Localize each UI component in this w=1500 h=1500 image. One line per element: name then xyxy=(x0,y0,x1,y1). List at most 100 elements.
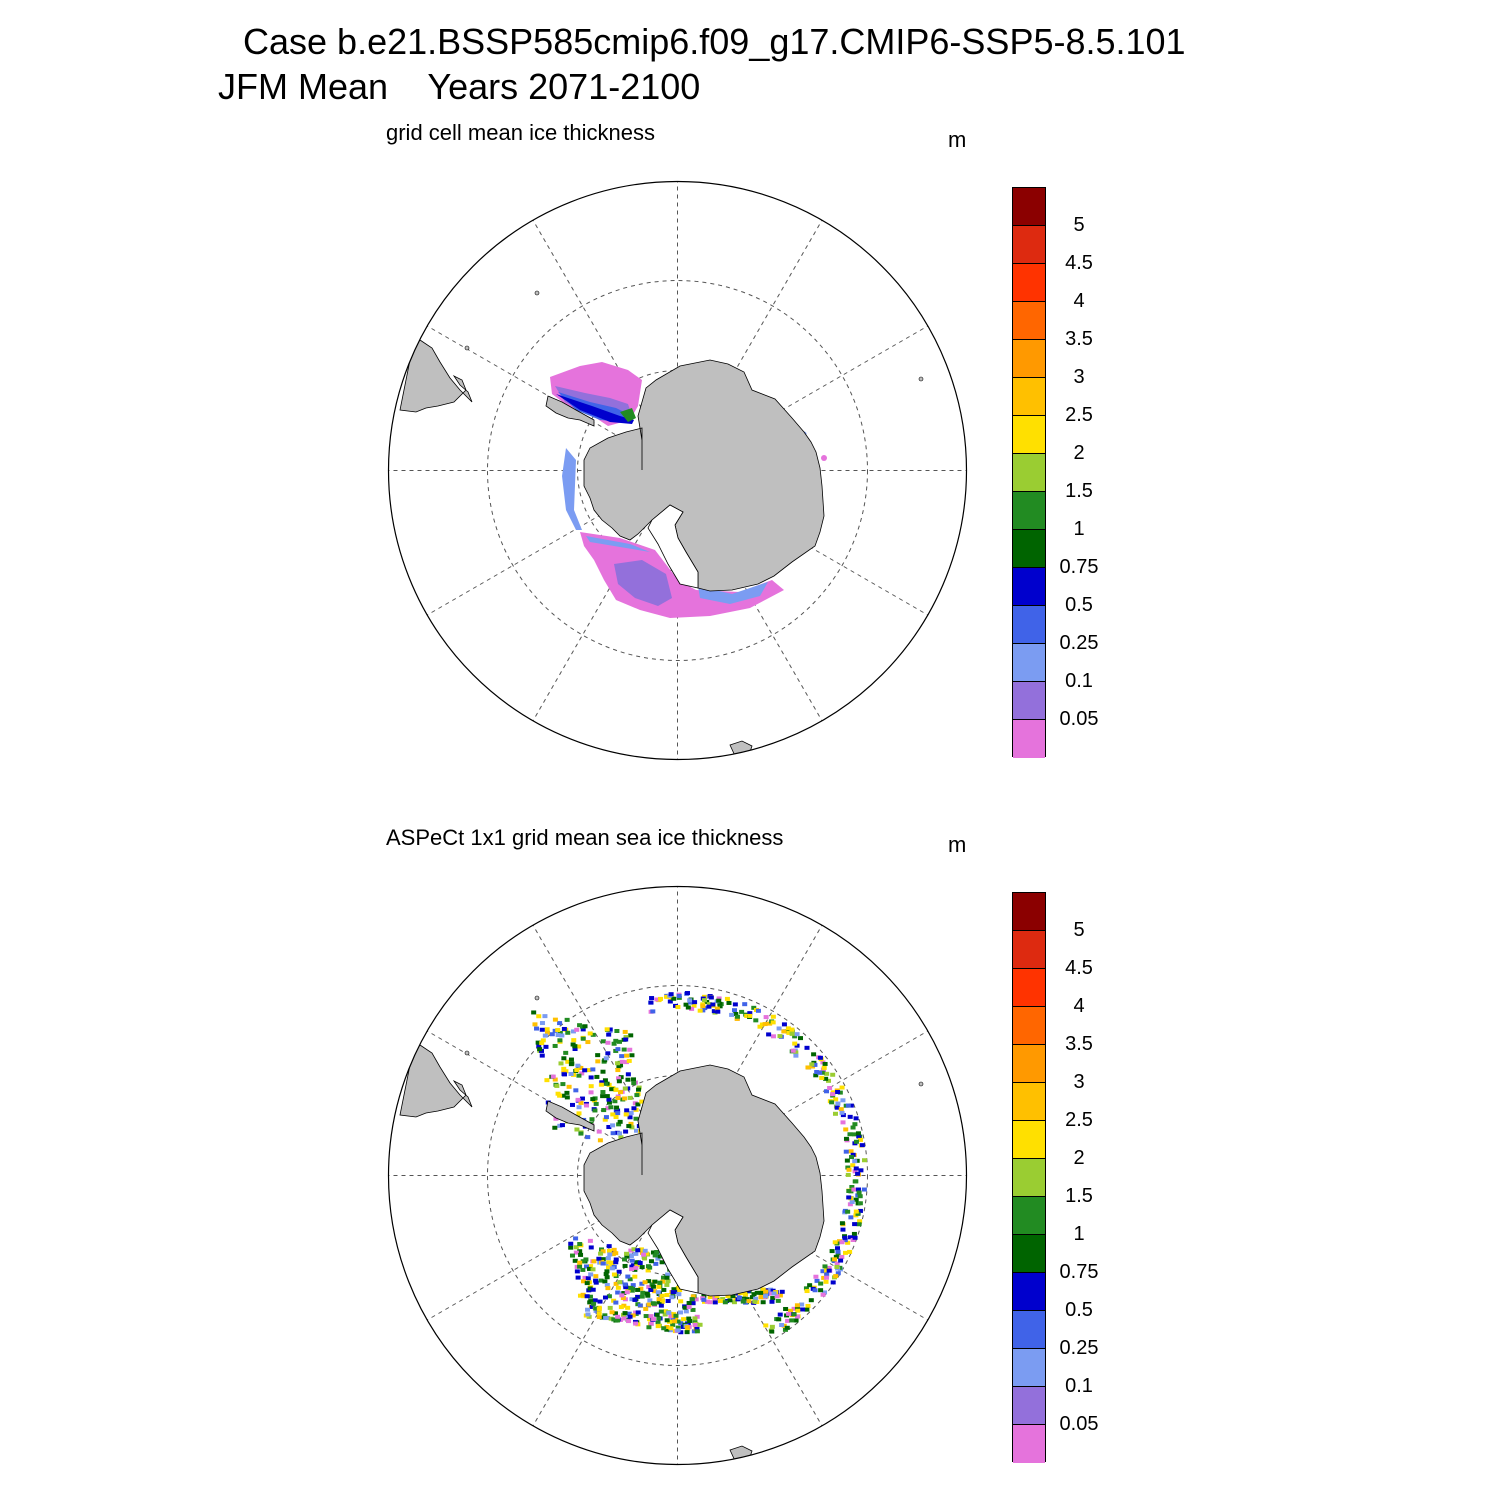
colorbar-box xyxy=(1013,416,1045,454)
colorbar-box xyxy=(1013,644,1045,682)
obs-grid-cell xyxy=(638,1286,644,1291)
obs-grid-cell xyxy=(839,1254,845,1259)
obs-grid-cell xyxy=(649,996,655,1001)
obs-grid-cell xyxy=(759,1022,765,1027)
obs-grid-cell xyxy=(692,1322,698,1327)
obs-grid-cell xyxy=(622,1257,628,1262)
obs-grid-cell xyxy=(647,1317,653,1322)
obs-grid-cell xyxy=(821,1275,827,1280)
colorbar-box xyxy=(1013,931,1045,969)
obs-grid-cell xyxy=(578,1100,584,1105)
obs-grid-cell xyxy=(622,1282,628,1287)
obs-grid-cell xyxy=(610,1131,616,1136)
obs-grid-cell xyxy=(592,1108,598,1113)
obs-grid-cell xyxy=(701,1293,707,1298)
colorbar-tick-label: 0.05 xyxy=(1059,708,1099,730)
obs-grid-cell xyxy=(678,1310,684,1315)
obs-grid-cell xyxy=(812,1288,818,1293)
obs-grid-cell xyxy=(531,1010,537,1015)
obs-grid-cell xyxy=(710,1002,716,1007)
obs-grid-cell xyxy=(712,1300,718,1305)
colorbar-tick-label: 0.25 xyxy=(1059,1337,1099,1359)
obs-grid-cell xyxy=(708,995,714,1000)
obs-grid-cell xyxy=(824,1089,830,1094)
obs-grid-cell xyxy=(590,1097,596,1102)
ross-ice-shelf-gap xyxy=(647,504,699,589)
obs-grid-cell xyxy=(593,1306,599,1311)
obs-grid-cell xyxy=(635,1287,641,1292)
obs-grid-cell xyxy=(593,1274,599,1279)
obs-grid-cell xyxy=(744,1013,750,1018)
obs-grid-cell xyxy=(589,1304,595,1309)
colorbar-box xyxy=(1013,1425,1045,1463)
obs-grid-cell xyxy=(617,1119,623,1124)
obs-grid-cell xyxy=(838,1107,844,1112)
obs-grid-cell xyxy=(664,994,670,999)
obs-grid-cell xyxy=(616,1269,622,1274)
obs-grid-cell xyxy=(621,1303,627,1308)
obs-grid-cell xyxy=(600,1069,606,1074)
land-antarctica xyxy=(583,1064,825,1297)
obs-grid-cell xyxy=(731,1300,737,1305)
obs-grid-cell xyxy=(596,1129,602,1134)
obs-grid-cell xyxy=(600,1039,606,1044)
obs-grid-cell xyxy=(615,1314,621,1319)
obs-grid-cell xyxy=(580,1267,586,1272)
obs-grid-cell xyxy=(656,1297,662,1302)
obs-grid-cell xyxy=(628,1121,634,1126)
obs-grid-cell xyxy=(704,1299,710,1304)
ice-region-ross-core xyxy=(614,560,672,606)
obs-grid-cell xyxy=(614,1105,620,1110)
polar-map-model xyxy=(387,180,968,761)
obs-grid-cell xyxy=(616,1064,622,1069)
obs-grid-cell xyxy=(609,1262,615,1267)
obs-grid-cell xyxy=(830,1092,836,1097)
obs-grid-cell xyxy=(670,1322,676,1327)
obs-grid-cell xyxy=(856,1190,862,1195)
obs-grid-cell xyxy=(619,1059,625,1064)
obs-grid-cell xyxy=(665,1272,671,1277)
obs-grid-cell xyxy=(737,1295,743,1300)
obs-grid-cell xyxy=(843,1149,849,1154)
obs-grid-cell xyxy=(847,1249,853,1254)
obs-grid-cell xyxy=(657,1254,663,1259)
obs-grid-cell xyxy=(690,1294,696,1299)
figure-title-line-1: Case b.e21.BSSP585cmip6.f09_g17.CMIP6-SS… xyxy=(243,21,1186,62)
obs-grid-cell xyxy=(586,1068,592,1073)
obs-grid-cell xyxy=(631,1247,637,1252)
obs-grid-cell xyxy=(631,1081,637,1086)
obs-grid-cell xyxy=(621,1316,627,1321)
obs-grid-cell xyxy=(847,1132,853,1137)
obs-grid-cell xyxy=(560,1082,566,1087)
obs-grid-cell xyxy=(539,1021,545,1026)
obs-grid-cell xyxy=(580,1292,586,1297)
obs-grid-cell xyxy=(673,1289,679,1294)
ice-region-ross-shelf xyxy=(698,582,768,604)
obs-grid-cell xyxy=(539,1041,545,1046)
obs-grid-cell xyxy=(832,1240,838,1245)
obs-grid-cell xyxy=(600,1249,606,1254)
obs-grid-cell xyxy=(707,1295,713,1300)
obs-grid-cell xyxy=(643,1314,649,1319)
obs-grid-cell xyxy=(777,1312,783,1317)
obs-grid-cell xyxy=(842,1238,848,1243)
obs-grid-cell xyxy=(647,1298,653,1303)
obs-grid-cell xyxy=(629,1267,635,1272)
obs-grid-cell xyxy=(849,1155,855,1160)
obs-grid-cell xyxy=(552,1028,558,1033)
obs-grid-cell xyxy=(691,1329,697,1334)
obs-grid-cell xyxy=(781,1029,787,1034)
obs-grid-cell xyxy=(584,1281,590,1286)
obs-grid-cell xyxy=(645,1264,651,1269)
obs-grid-cell xyxy=(749,1295,755,1300)
obs-grid-cell xyxy=(613,1251,619,1256)
obs-grid-cell xyxy=(686,1305,692,1310)
obs-grid-cell xyxy=(790,1048,796,1053)
obs-grid-cell xyxy=(804,1307,810,1312)
obs-grid-cell xyxy=(770,1296,776,1301)
latitude-circle xyxy=(487,280,868,661)
obs-grid-cell xyxy=(730,1294,736,1299)
obs-grid-cell xyxy=(732,1002,738,1007)
obs-grid-cell xyxy=(849,1199,855,1204)
obs-grid-cell xyxy=(838,1258,844,1263)
